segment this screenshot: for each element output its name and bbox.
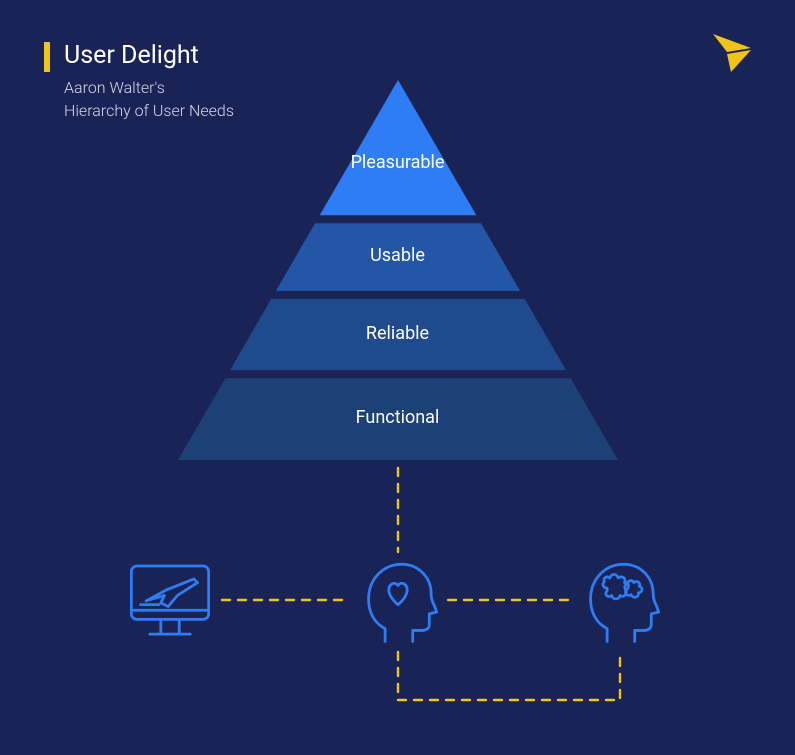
pyramid-container: Pleasurable Usable Reliable Functional	[0, 80, 795, 460]
icons-row	[0, 555, 795, 657]
pyramid-label-2: Reliable	[178, 323, 618, 344]
brand-logo	[707, 30, 755, 78]
travel-monitor-icon	[124, 555, 216, 647]
pyramid-level-0	[319, 80, 476, 215]
head-brain-icon	[574, 555, 666, 647]
center-down-right	[398, 652, 620, 700]
pyramid-label-1: Usable	[178, 245, 618, 266]
infographic-canvas: User Delight Aaron Walter's Hierarchy of…	[0, 0, 795, 755]
head-heart-icon	[352, 555, 444, 647]
hierarchy-pyramid: Pleasurable Usable Reliable Functional	[178, 80, 618, 460]
accent-bar	[44, 42, 50, 72]
pyramid-label-0: Pleasurable	[178, 152, 618, 173]
page-title: User Delight	[64, 40, 234, 71]
logo-arrow-icon	[707, 30, 755, 74]
pyramid-label-3: Functional	[178, 407, 618, 428]
